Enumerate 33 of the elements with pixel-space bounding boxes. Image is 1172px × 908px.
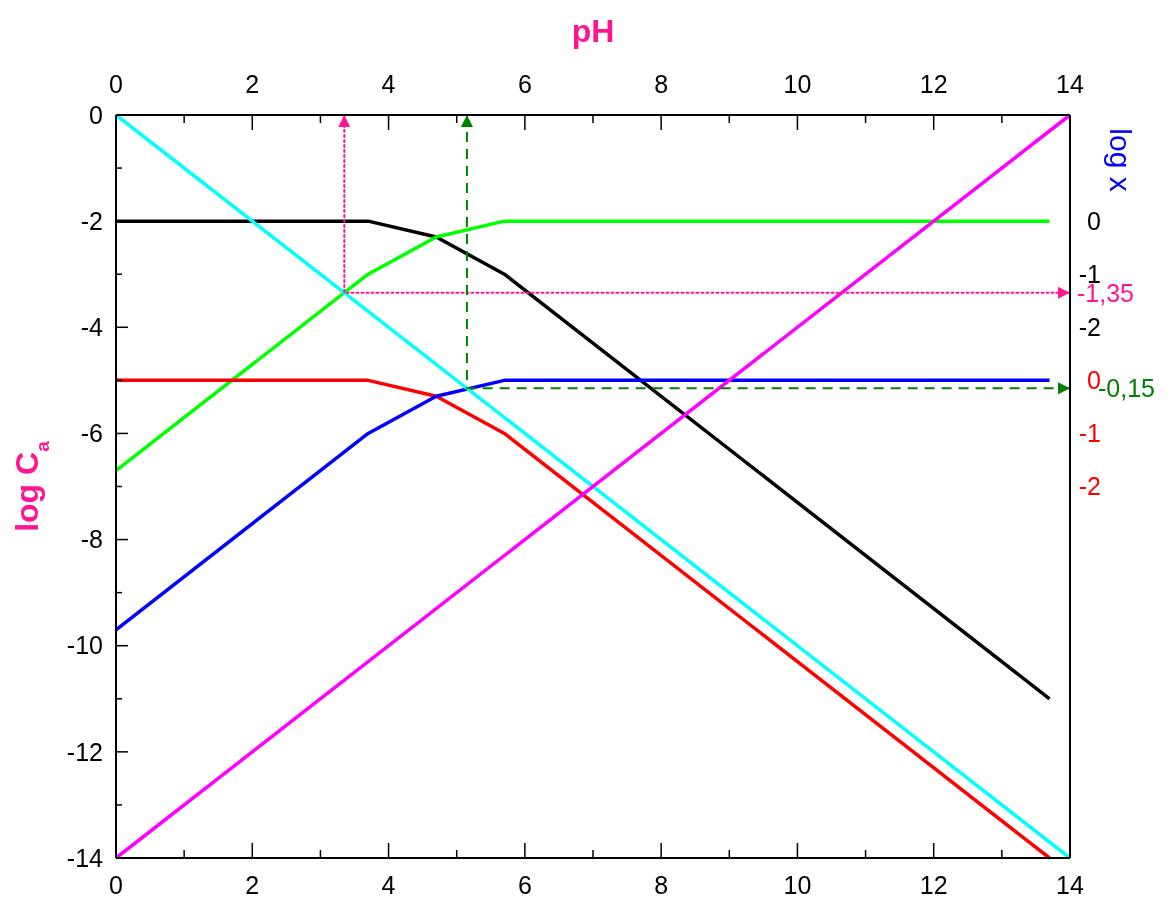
x2-tick-label: 4 [381,70,396,98]
y-tick-label: -10 [66,631,103,660]
x2-tick-label: 14 [1056,70,1084,98]
x-tick-label: 12 [919,871,948,899]
y-tick-label: -6 [80,419,103,448]
y-tick-label: -2 [80,206,103,235]
y2-axis-title: log x [1103,128,1137,192]
x-tick-label: 8 [654,871,669,899]
x-tick-label: 4 [381,871,396,899]
x2-tick-label: 0 [109,70,123,98]
x2-tick-label: 2 [245,70,260,98]
y-tick-label: -14 [66,843,104,872]
line-series [114,378,1052,632]
line-series [114,378,1052,860]
x-tick-label: 14 [1056,871,1084,899]
x-tick-label: 10 [783,871,812,899]
x-tick-label: 6 [517,871,532,899]
y2-tick-label: 0 [1087,206,1101,235]
y-tick-label: 0 [89,100,103,129]
y3-tick-label: -1 [1078,419,1101,448]
x2-tick-label: 10 [783,70,812,98]
x-tick-label: 2 [245,871,260,899]
y3-tick-label: -2 [1078,472,1101,501]
line-series [114,219,1052,473]
x-tick-label: 0 [109,871,123,899]
y-tick-label: -4 [80,313,104,342]
y2-tick-label: -2 [1078,313,1101,342]
x2-tick-label: 6 [517,70,532,98]
x2-axis-title: pH [571,13,615,49]
x2-tick-label: 8 [654,70,669,98]
y-tick-label: -8 [80,525,103,554]
x2-tick-label: 12 [919,70,948,98]
y-tick-label: -12 [66,737,103,766]
